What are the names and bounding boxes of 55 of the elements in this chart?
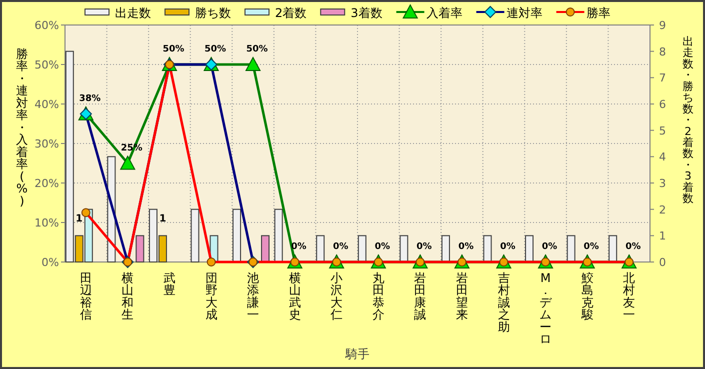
y2-tick-label: 5 <box>659 124 666 138</box>
y2-tick-label: 2 <box>659 203 666 216</box>
legend-label: 入着率 <box>426 6 462 20</box>
data-label: 0% <box>416 242 432 252</box>
data-label: 0% <box>625 242 641 252</box>
x-tick-label: 小沢大仁 <box>330 271 343 322</box>
legend-label: 連対率 <box>506 6 542 20</box>
y2-tick-label: 4 <box>659 150 666 164</box>
legend-label: 出走数 <box>115 6 151 20</box>
y-tick-label: 40% <box>34 98 59 111</box>
y2-tick-label: 6 <box>659 98 666 111</box>
x-tick-label: 池添謙一 <box>247 271 260 322</box>
text: 勝率・連対率・入着率(%) <box>16 47 28 208</box>
data-label: 1 <box>76 214 83 225</box>
y2-tick-label: 9 <box>659 19 666 32</box>
x-tick-label: 北村友一 <box>622 271 636 322</box>
x-tick-label: 吉村誠之助 <box>496 271 510 334</box>
x-axis-title: 騎手 <box>344 347 370 361</box>
data-label: 0% <box>332 242 348 252</box>
data-label: 0% <box>458 242 474 252</box>
data-label: 38% <box>79 94 101 104</box>
x-tick-label: 岩田康誠 <box>414 271 426 322</box>
x-tick-label: M．デムーロ <box>540 271 553 346</box>
data-label: 0% <box>542 242 558 252</box>
x-tick-label: 団野大成 <box>205 271 218 322</box>
data-label: 0% <box>374 242 390 252</box>
y-tick-label: 0% <box>42 256 59 269</box>
y2-tick-label: 7 <box>659 72 666 85</box>
x-tick-label: 田辺裕信 <box>80 271 92 322</box>
x-tick-label: 横山和生 <box>122 271 134 322</box>
data-label: 50% <box>204 44 226 54</box>
data-label: 1 <box>159 214 166 225</box>
legend-label: 3着数 <box>350 6 382 20</box>
x-tick-label: 横山武史 <box>288 271 301 322</box>
x-tick-label: 丸田恭介 <box>372 271 384 322</box>
x-tick-label: 武豊 <box>163 271 176 298</box>
y-tick-label: 60% <box>34 19 59 32</box>
y2-tick-label: 8 <box>659 45 666 58</box>
data-label: 50% <box>246 44 268 54</box>
y-tick-label: 20% <box>34 177 59 190</box>
text: 出走数・勝ち数・2着数・3着数 <box>682 35 694 206</box>
y-tick-label: 10% <box>34 216 59 230</box>
legend-label: 勝率 <box>586 6 610 20</box>
y2-tick-label: 3 <box>659 177 666 190</box>
y2-tick-label: 1 <box>659 230 666 243</box>
data-label: 0% <box>584 242 599 252</box>
data-label: 0% <box>500 242 516 252</box>
x-tick-label: 岩田望来 <box>456 271 468 322</box>
legend-label: 2着数 <box>275 6 307 20</box>
data-label: 50% <box>162 44 184 54</box>
y-tick-label: 30% <box>34 138 59 150</box>
y2-tick-label: 0 <box>659 256 666 269</box>
legend-label: 勝ち数 <box>195 6 231 20</box>
y-tick-label: 50% <box>34 58 59 72</box>
x-tick-label: 鮫島克駿 <box>580 271 594 322</box>
